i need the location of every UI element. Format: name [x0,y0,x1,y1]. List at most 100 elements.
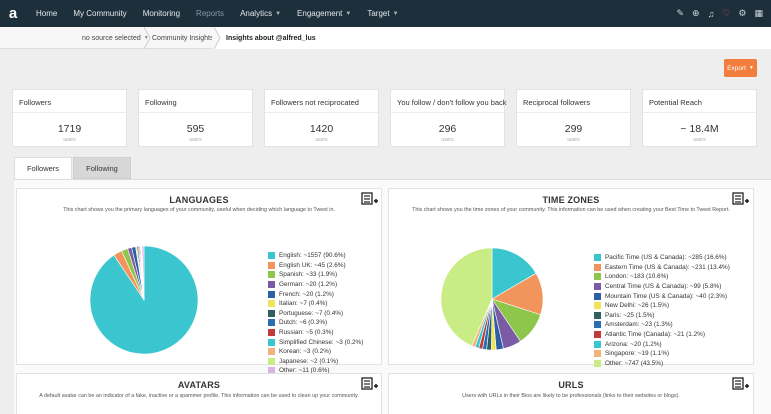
legend-item[interactable]: Other: ~11 (0.6%) [268,366,363,376]
legend-swatch [268,290,275,298]
legend-item[interactable]: French: ~20 (1.2%) [268,289,363,299]
legend-item[interactable]: Singapore: ~19 (1.1%) [594,349,730,359]
legend-swatch [594,292,601,300]
legend-item[interactable]: Dutch: ~6 (0.3%) [268,318,363,328]
legend-label: Other: ~11 (0.6%) [279,367,330,375]
legend-item[interactable]: Central Time (US & Canada): ~99 (5.8%) [594,282,730,292]
stat-body: 1420 users [265,112,378,147]
legend-item[interactable]: Amsterdam: ~23 (1.3%) [594,320,730,330]
legend-swatch [594,254,601,262]
panel-title: AVATARS [177,380,221,390]
legend-item[interactable]: Russian: ~5 (0.3%) [268,328,363,338]
legend-label: Other: ~747 (43.5%) [605,359,664,367]
legend-label: Spanish: ~33 (1.9%) [279,271,338,279]
panel-description: This chart shows you the primary languag… [63,207,335,213]
nav-item-home[interactable]: Home [36,9,58,18]
nav-toolbar: ✎ ⊕ ♫ ♡ ⚙ ▦ [676,0,763,27]
apps-grid-icon[interactable]: ▦ [754,8,763,18]
nav-item-reports[interactable]: Reports [196,9,225,18]
panel-title: TIME ZONES [542,195,600,205]
nav-item-target[interactable]: Target ▼ [367,9,399,18]
breadcrumb-section[interactable]: Community Insights▼ [152,27,221,49]
legend-item[interactable]: German: ~20 (1.2%) [268,280,363,290]
panel-description: Users with URLs in their Bios are likely… [462,393,680,399]
breadcrumb-separator-icon [143,27,151,49]
chevron-down-icon: ▼ [392,10,399,17]
legend-item[interactable]: Korean: ~3 (0.2%) [268,347,363,357]
legend-label: Paris: ~25 (1.5%) [605,311,655,319]
legend-item[interactable]: Japanese: ~2 (0.1%) [268,357,363,367]
legend-swatch [594,350,601,358]
legend-item[interactable]: English: ~1557 (90.6%) [268,251,363,261]
add-to-report-icon[interactable] [732,192,750,206]
legend-label: Arizona: ~20 (1.2%) [605,340,662,348]
stat-value: 1719 [57,123,82,135]
pie-slice[interactable] [141,245,145,301]
stat-body: 296 users [391,112,504,147]
stat-title: Reciprocal followers [523,98,591,107]
tab-followers[interactable]: Followers [14,157,72,179]
legend-item[interactable]: Atlantic Time (Canada): ~21 (1.2%) [594,330,730,340]
legend-label: Italian: ~7 (0.4%) [279,300,328,308]
legend-item[interactable]: English UK: ~45 (2.6%) [268,261,363,271]
stat-unit: users [441,137,454,143]
notifications-bell-icon[interactable]: ♫ [707,8,715,19]
legend-item[interactable]: London: ~183 (10.6%) [594,272,730,282]
legend-item[interactable]: Pacific Time (US & Canada): ~285 (16.6%) [594,253,730,263]
legend-item[interactable]: Portuguese: ~7 (0.4%) [268,309,363,319]
chevron-down-icon: ▼ [143,35,149,41]
timezones-pie-chart [440,247,544,351]
add-circle-icon[interactable]: ⊕ [692,8,700,18]
legend-item[interactable]: Other: ~747 (43.5%) [594,359,730,369]
legend-label: Korean: ~3 (0.2%) [279,348,332,356]
stat-unit: users [189,137,202,143]
legend-item[interactable]: Italian: ~7 (0.4%) [268,299,363,309]
breadcrumb-source[interactable]: no source selected ▼ [82,34,149,42]
tab-following[interactable]: Following [73,157,131,179]
compose-icon[interactable]: ✎ [676,8,685,18]
stat-value: ~ 18.4M [680,123,719,135]
pie-slice[interactable] [491,247,537,300]
stat-body: 299 users [517,112,630,147]
stat-title: Potential Reach [649,98,702,107]
legend-swatch [268,338,275,346]
pie-slice[interactable] [440,247,493,347]
nav-item-analytics[interactable]: Analytics ▼ [240,9,282,18]
legend-label: Japanese: ~2 (0.1%) [279,357,339,365]
add-to-report-icon[interactable] [361,377,379,391]
languages-panel: LANGUAGES This chart shows you the prima… [16,188,382,375]
legend-item[interactable]: Arizona: ~20 (1.2%) [594,339,730,349]
nav-item-monitoring[interactable]: Monitoring [142,9,181,18]
breadcrumb-current: Insights about @alfred_lus [214,27,771,49]
export-button[interactable]: Export ▼ [724,59,757,77]
nav-item-my-community[interactable]: My Community [73,9,127,18]
legend-item[interactable]: Paris: ~25 (1.5%) [594,311,730,321]
stat-unit: users [567,137,580,143]
legend-swatch [594,302,601,310]
legend-label: Russian: ~5 (0.3%) [279,329,334,337]
legend-item[interactable]: Simplified Chinese: ~3 (0.2%) [268,337,363,347]
legend-swatch [268,252,275,260]
legend-swatch [594,311,601,319]
heart-icon[interactable]: ♡ [722,8,731,18]
nav-item-engagement[interactable]: Engagement ▼ [297,9,352,18]
top-nav: a Home My Community Monitoring Reports Analy… [0,0,771,27]
legend-item[interactable]: Eastern Time (US & Canada): ~231 (13.4%) [594,263,730,273]
breadcrumb-separator-icon [212,27,221,49]
timezones-legend: Pacific Time (US & Canada): ~285 (16.6%)… [594,253,730,368]
add-to-report-icon[interactable] [732,377,750,391]
stat-title: Followers [19,98,52,107]
legend-item[interactable]: Mountain Time (US & Canada): ~40 (2.3%) [594,291,730,301]
legend-label: Singapore: ~19 (1.1%) [605,350,670,358]
legend-item[interactable]: New Delhi: ~26 (1.5%) [594,301,730,311]
legend-label: Dutch: ~6 (0.3%) [279,319,328,327]
legend-label: Eastern Time (US & Canada): ~231 (13.4%) [605,263,730,271]
app-logo[interactable]: a [8,5,18,22]
settings-gear-icon[interactable]: ⚙ [738,8,747,18]
stat-unit: users [693,137,706,143]
legend-item[interactable]: Spanish: ~33 (1.9%) [268,270,363,280]
legend-swatch [594,263,601,271]
add-to-report-icon[interactable] [361,192,379,206]
stat-unit: users [315,137,328,143]
legend-swatch [268,319,275,327]
